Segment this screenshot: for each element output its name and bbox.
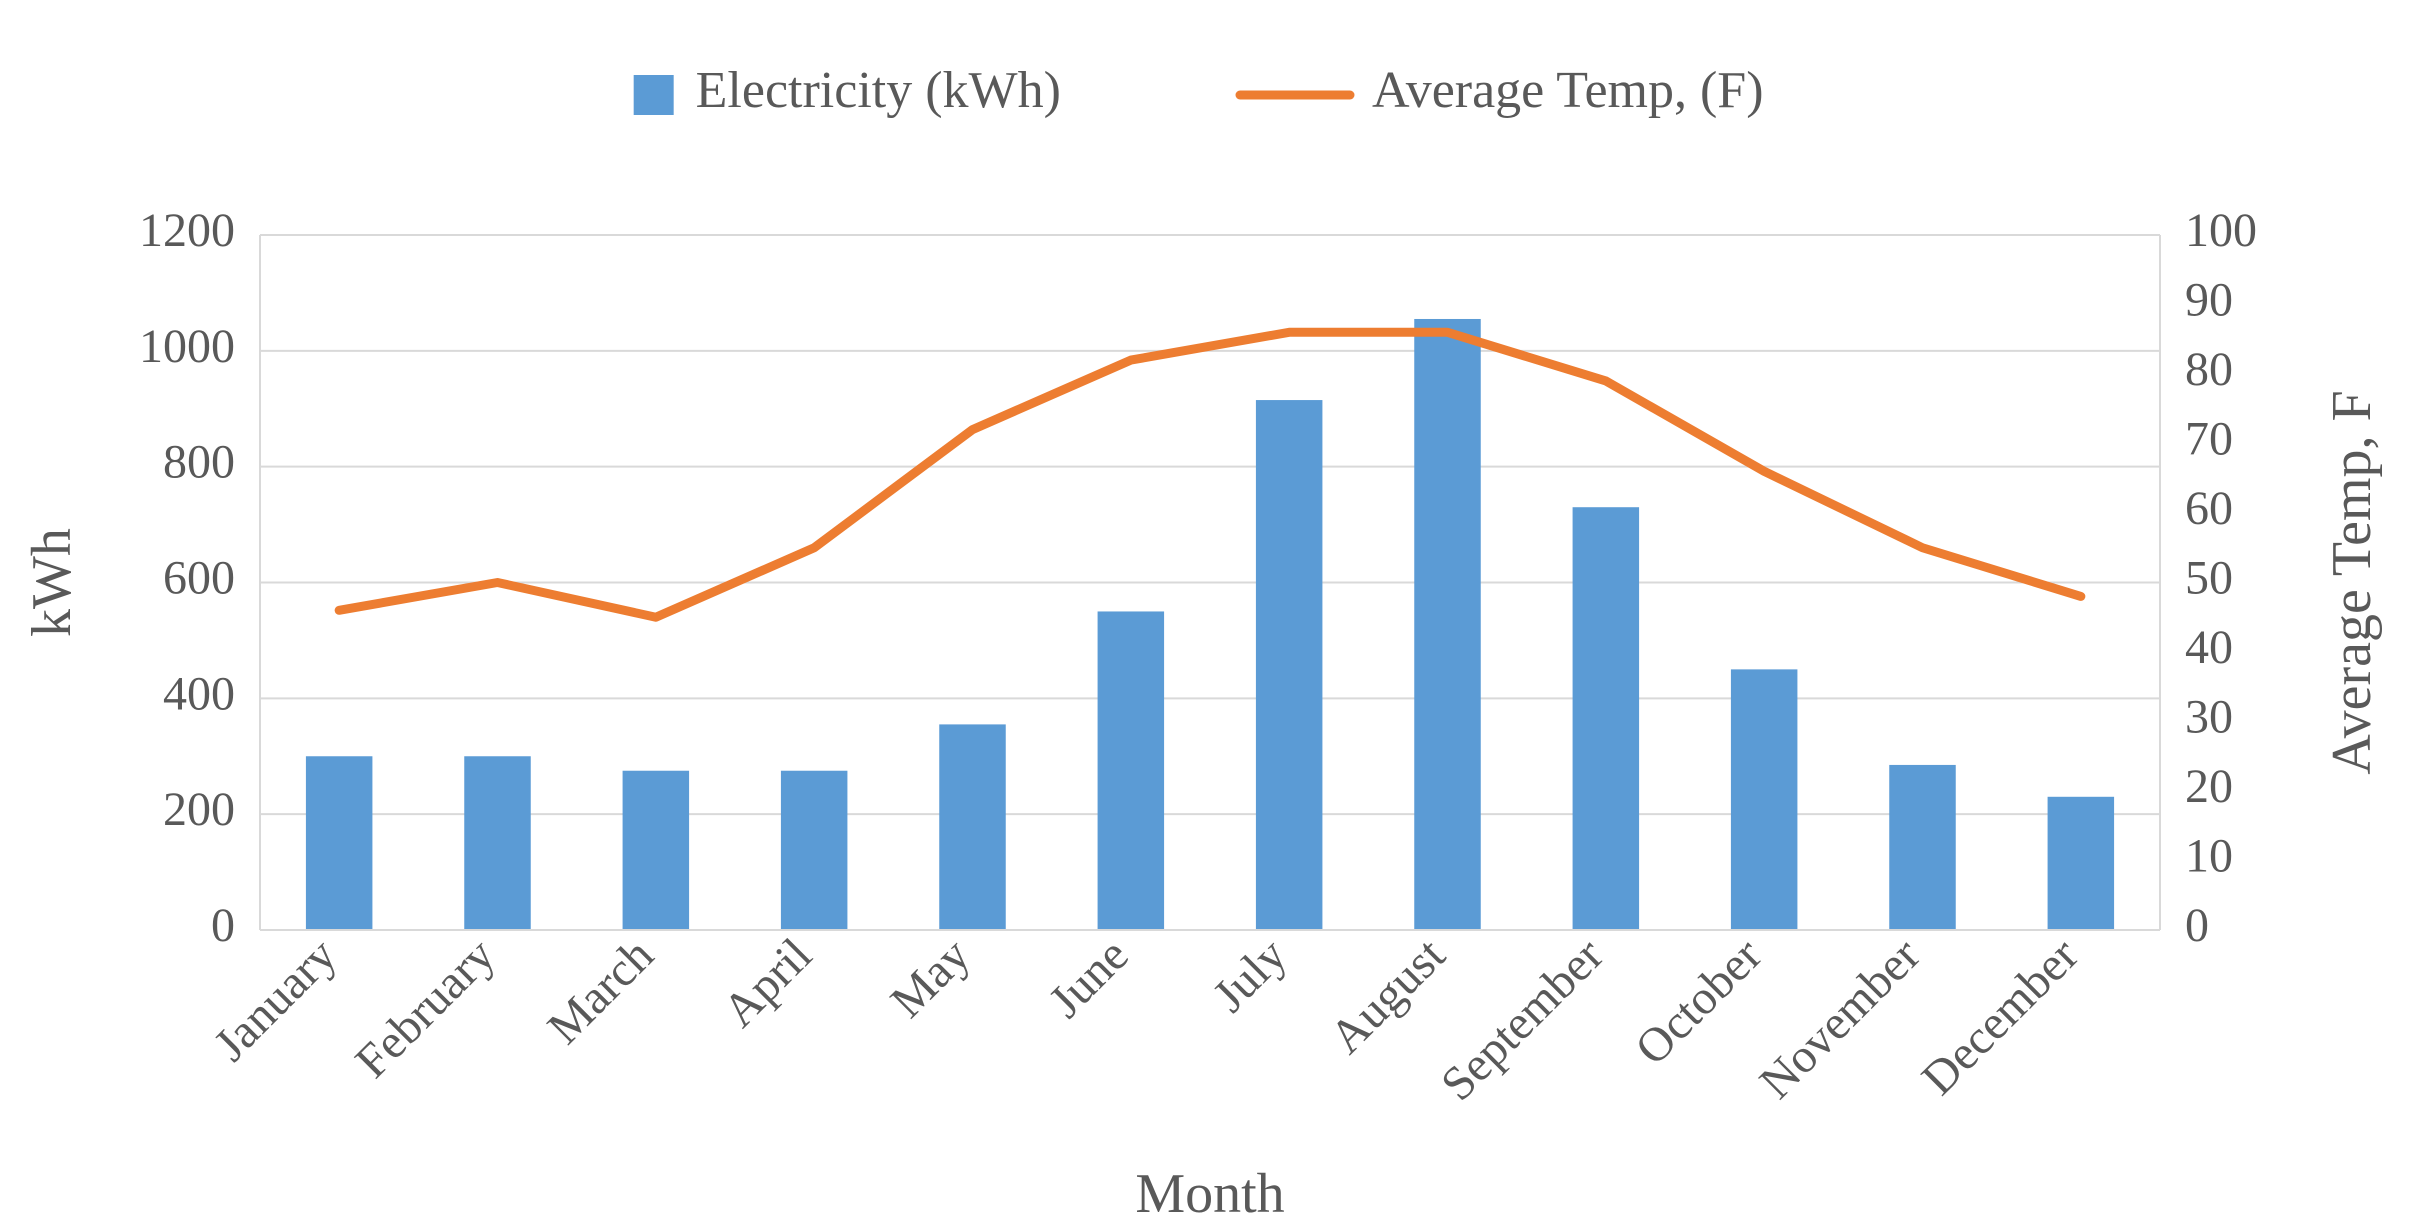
y-right-tick-label: 90 [2185, 274, 2233, 327]
bar [939, 724, 1006, 930]
bar [306, 756, 373, 930]
bar [1573, 507, 1640, 930]
y-left-tick-label: 400 [163, 667, 235, 720]
y-right-tick-label: 100 [2185, 204, 2257, 257]
bar [781, 771, 848, 930]
y-left-axis-title: kWh [21, 528, 83, 637]
bar [464, 756, 531, 930]
chart-container: 0 200 400 600 800 1000 1200 0 10 20 30 40 50 60 70 80 90… [0, 0, 2430, 1226]
legend-swatch-bar [634, 75, 674, 115]
y-left-tick-label: 200 [163, 783, 235, 836]
y-left-tick-label: 0 [211, 899, 235, 952]
y-right-tick-label: 80 [2185, 343, 2233, 396]
y-left-tick-label: 1000 [139, 320, 235, 373]
y-left-tick-label: 800 [163, 436, 235, 489]
y-right-tick-label: 70 [2185, 413, 2233, 466]
bar [623, 771, 690, 930]
x-axis-title: Month [1135, 1163, 1284, 1225]
y-right-tick-label: 30 [2185, 691, 2233, 744]
y-right-axis-title: Average Temp, F [2321, 390, 2383, 774]
legend-label: Electricity (kWh) [696, 62, 1061, 119]
bar [1414, 319, 1481, 930]
bar [1889, 765, 1956, 930]
bar [2048, 797, 2115, 930]
legend-label: Average Temp, (F) [1372, 62, 1764, 119]
y-right-tick-label: 50 [2185, 552, 2233, 605]
combo-chart: 0 200 400 600 800 1000 1200 0 10 20 30 40 50 60 70 80 90… [0, 0, 2430, 1226]
y-right-tick-label: 20 [2185, 760, 2233, 813]
y-right-tick-label: 0 [2185, 899, 2209, 952]
y-right-tick-label: 40 [2185, 621, 2233, 674]
y-left-tick-label: 600 [163, 552, 235, 605]
bar [1731, 669, 1798, 930]
y-right-tick-label: 60 [2185, 482, 2233, 535]
y-left-tick-label: 1200 [139, 204, 235, 257]
bar [1098, 611, 1165, 930]
y-right-tick-label: 10 [2185, 830, 2233, 883]
bar [1256, 400, 1323, 930]
